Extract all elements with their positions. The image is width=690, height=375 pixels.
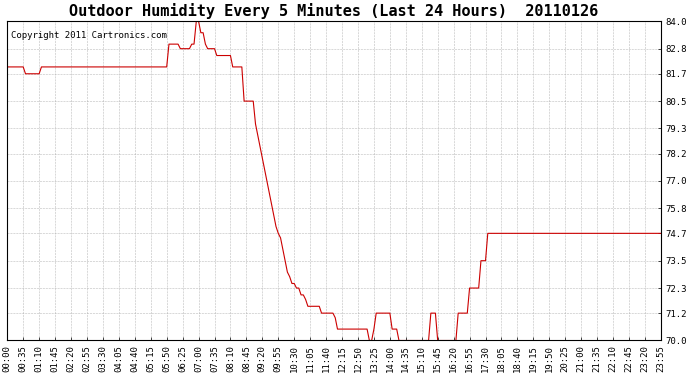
Title: Outdoor Humidity Every 5 Minutes (Last 24 Hours)  20110126: Outdoor Humidity Every 5 Minutes (Last 2… [70,3,599,19]
Text: Copyright 2011 Cartronics.com: Copyright 2011 Cartronics.com [10,31,166,40]
